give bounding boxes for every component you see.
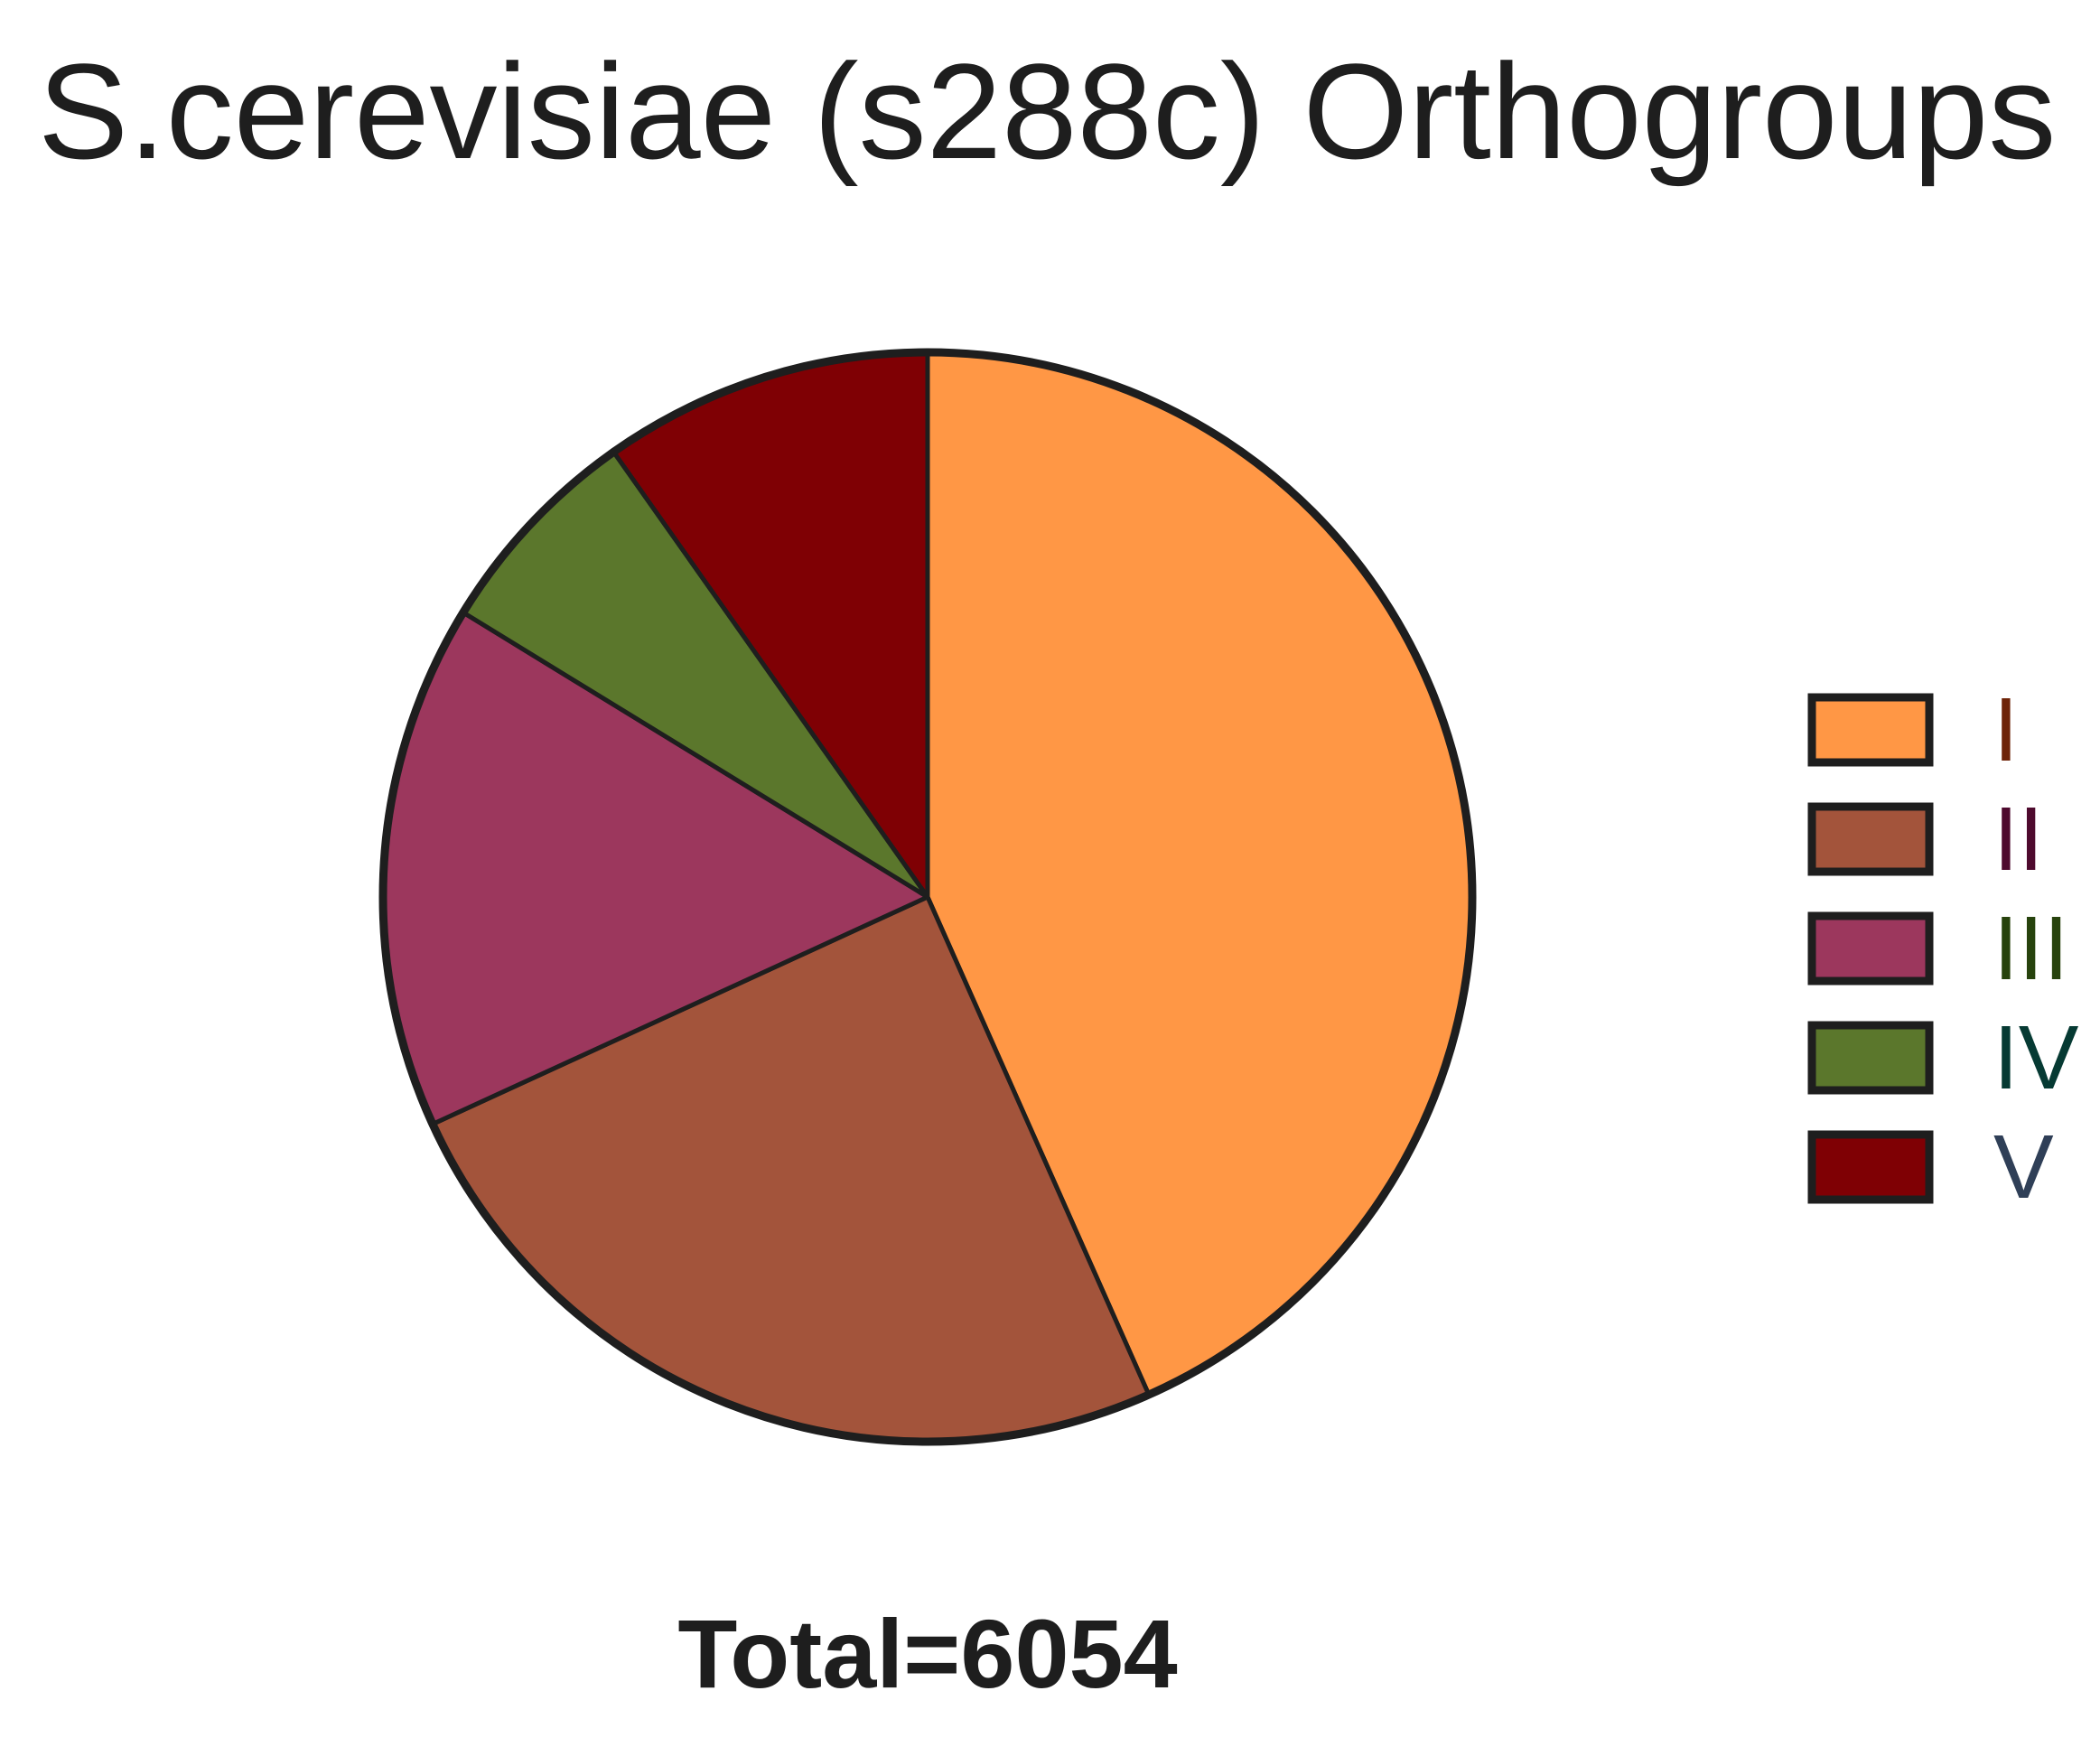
legend-swatch-III bbox=[1812, 916, 1929, 981]
pie-slices bbox=[383, 352, 1472, 1442]
legend-label-IV: IV bbox=[1993, 1007, 2079, 1108]
legend-label-III: III bbox=[1993, 898, 2068, 999]
legend-label-V: V bbox=[1993, 1116, 2054, 1218]
legend-label-I: I bbox=[1993, 679, 2019, 780]
legend-swatch-IV bbox=[1812, 1025, 1929, 1090]
total-label: Total=6054 bbox=[677, 1599, 1177, 1708]
legend-swatch-II bbox=[1812, 807, 1929, 872]
chart-title: S.cerevisiae (s288c) Orthogroups bbox=[38, 35, 2056, 187]
legend-swatch-V bbox=[1812, 1135, 1929, 1200]
legend-swatch-I bbox=[1812, 697, 1929, 762]
legend-label-II: II bbox=[1993, 789, 2044, 890]
